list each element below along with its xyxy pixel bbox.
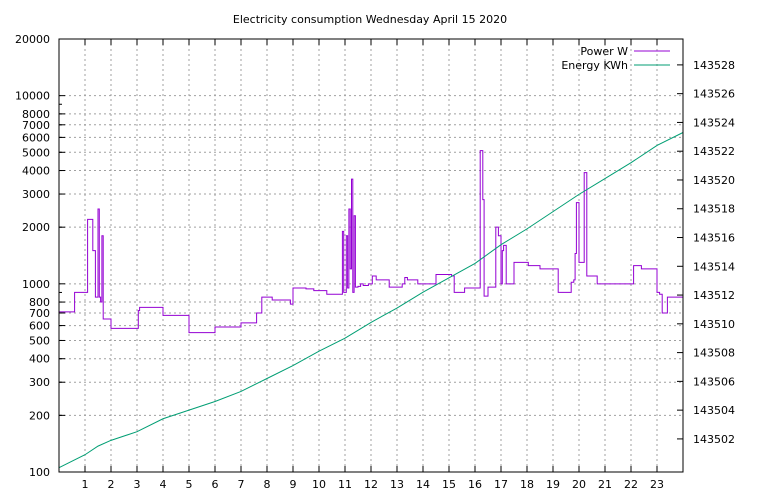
y-right-tick-label: 143516	[693, 232, 735, 245]
y-right-tick-label: 143526	[693, 88, 735, 101]
x-tick-label: 5	[186, 478, 193, 491]
y-left-tick-label: 700	[29, 307, 50, 320]
y-right-tick-label: 143508	[693, 347, 735, 360]
axis-ticks: 1 2 3 4 5 6 7 8 9 10 11 12 13 14 15 16 17 18 19 20 21 22 23100…	[15, 33, 735, 491]
y-left-tick-label: 300	[29, 376, 50, 389]
series-layer	[58, 132, 684, 469]
x-tick-label: 7	[238, 478, 245, 491]
y-left-tick-label: 100	[29, 466, 50, 479]
y-left-tick-label: 5000	[22, 146, 50, 159]
y-left-tick-label: 500	[29, 334, 50, 347]
y-right-tick-label: 143514	[693, 260, 735, 273]
y-right-tick-label: 143510	[693, 318, 735, 331]
y-right-tick-label: 143506	[693, 375, 735, 388]
x-tick-label: 16	[468, 478, 482, 491]
y-left-tick-label: 800	[29, 296, 50, 309]
x-tick-label: 22	[624, 478, 638, 491]
y-left-tick-label: 20000	[15, 33, 50, 46]
y-right-tick-label: 143520	[693, 174, 735, 187]
y-right-tick-label: 143524	[693, 116, 735, 129]
x-tick-label: 9	[290, 478, 297, 491]
chart-title: Electricity consumption Wednesday April …	[233, 13, 507, 26]
y-right-tick-label: 143528	[693, 59, 735, 72]
y-left-tick-label: 1000	[22, 278, 50, 291]
x-tick-label: 1	[82, 478, 89, 491]
legend: Power W Energy KWh	[561, 45, 670, 72]
x-tick-label: 4	[160, 478, 167, 491]
x-tick-label: 12	[364, 478, 378, 491]
y-left-tick-label: 7000	[22, 119, 50, 132]
y-left-tick-label: 3000	[22, 188, 50, 201]
x-tick-label: 20	[572, 478, 586, 491]
grid	[59, 38, 683, 473]
y-left-tick-label: 6000	[22, 131, 50, 144]
x-tick-label: 14	[416, 478, 430, 491]
x-tick-label: 8	[264, 478, 271, 491]
y-left-tick-label: 8000	[22, 108, 50, 121]
y-left-tick-label: 400	[29, 353, 50, 366]
y-right-tick-label: 143512	[693, 289, 735, 302]
x-tick-label: 11	[338, 478, 352, 491]
x-tick-label: 18	[520, 478, 534, 491]
y-right-tick-label: 143522	[693, 145, 735, 158]
y-left-tick-label: 2000	[22, 221, 50, 234]
x-tick-label: 6	[212, 478, 219, 491]
y-right-tick-label: 143502	[693, 433, 735, 446]
x-tick-label: 21	[598, 478, 612, 491]
x-tick-label: 3	[134, 478, 141, 491]
y-right-tick-label: 143518	[693, 203, 735, 216]
x-tick-label: 10	[312, 478, 326, 491]
series-energy-line	[58, 132, 684, 469]
x-tick-label: 23	[650, 478, 664, 491]
y-right-tick-label: 143504	[693, 404, 735, 417]
legend-label-energy: Energy KWh	[561, 59, 628, 72]
x-tick-label: 17	[494, 478, 508, 491]
series-power-line	[59, 150, 683, 334]
x-tick-label: 13	[390, 478, 404, 491]
y-left-tick-label: 10000	[15, 90, 50, 103]
x-tick-label: 19	[546, 478, 560, 491]
x-tick-label: 15	[442, 478, 456, 491]
legend-label-power: Power W	[580, 45, 628, 58]
x-tick-label: 2	[108, 478, 115, 491]
y-left-tick-label: 4000	[22, 165, 50, 178]
y-left-tick-label: 200	[29, 409, 50, 422]
y-left-tick-label: 600	[29, 320, 50, 333]
